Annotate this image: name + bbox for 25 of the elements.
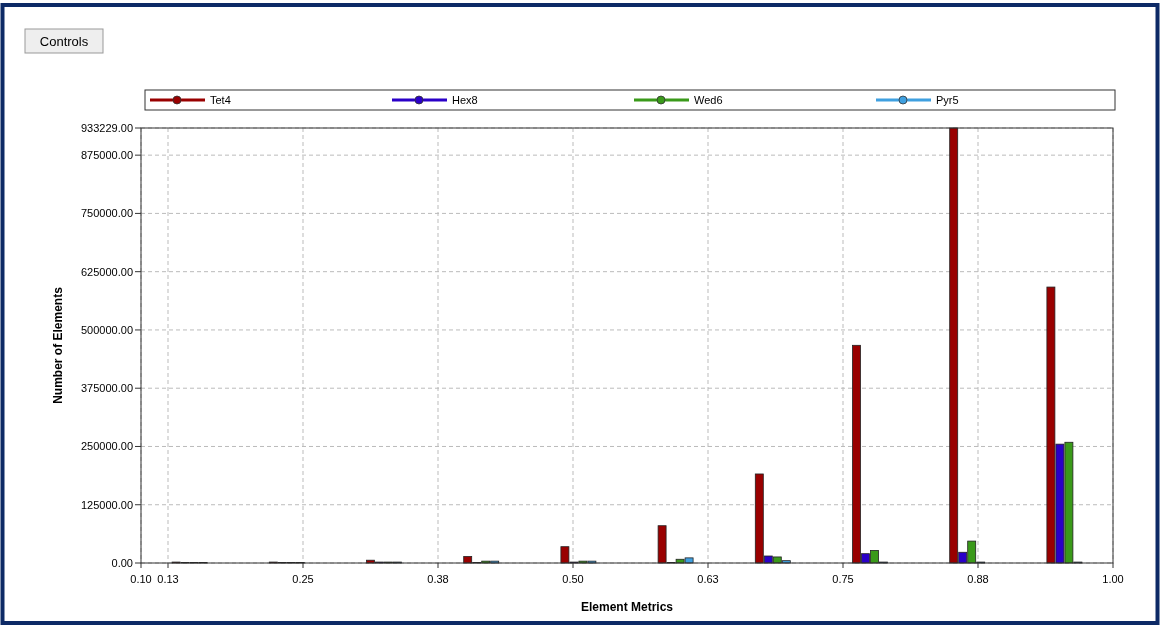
x-tick-label: 1.00 — [1102, 573, 1124, 585]
legend-label: Pyr5 — [936, 94, 959, 106]
x-tick-label: 0.25 — [292, 573, 314, 585]
legend-label: Tet4 — [210, 94, 231, 106]
y-tick-label: 875000.00 — [81, 149, 133, 162]
x-tick-label: 0.88 — [967, 573, 989, 585]
y-tick-label: 375000.00 — [81, 382, 133, 395]
legend-label: Wed6 — [694, 94, 723, 106]
y-tick-label: 125000.00 — [81, 498, 133, 511]
y-tick-label: 625000.00 — [81, 265, 133, 278]
y-tick-label: 500000.00 — [81, 323, 133, 336]
x-tick-label: 0.50 — [562, 573, 584, 585]
x-tick-label: 0.13 — [157, 573, 179, 585]
x-axis-title: Element Metrics — [580, 600, 674, 614]
legend-label: Hex8 — [452, 94, 478, 106]
y-tick-label: 0.00 — [111, 557, 133, 569]
x-tick-label: 0.75 — [832, 573, 854, 585]
y-tick-label: 750000.00 — [81, 207, 133, 220]
y-tick-label: 250000.00 — [81, 440, 133, 453]
x-tick-label: 0.63 — [697, 573, 719, 585]
y-tick-label: 933229.00 — [81, 122, 133, 134]
x-tick-label: 0.10 — [130, 573, 152, 585]
button: Controls — [24, 28, 104, 54]
y-axis-title: Number of Elements — [51, 286, 65, 404]
x-tick-label: 0.38 — [427, 573, 449, 585]
